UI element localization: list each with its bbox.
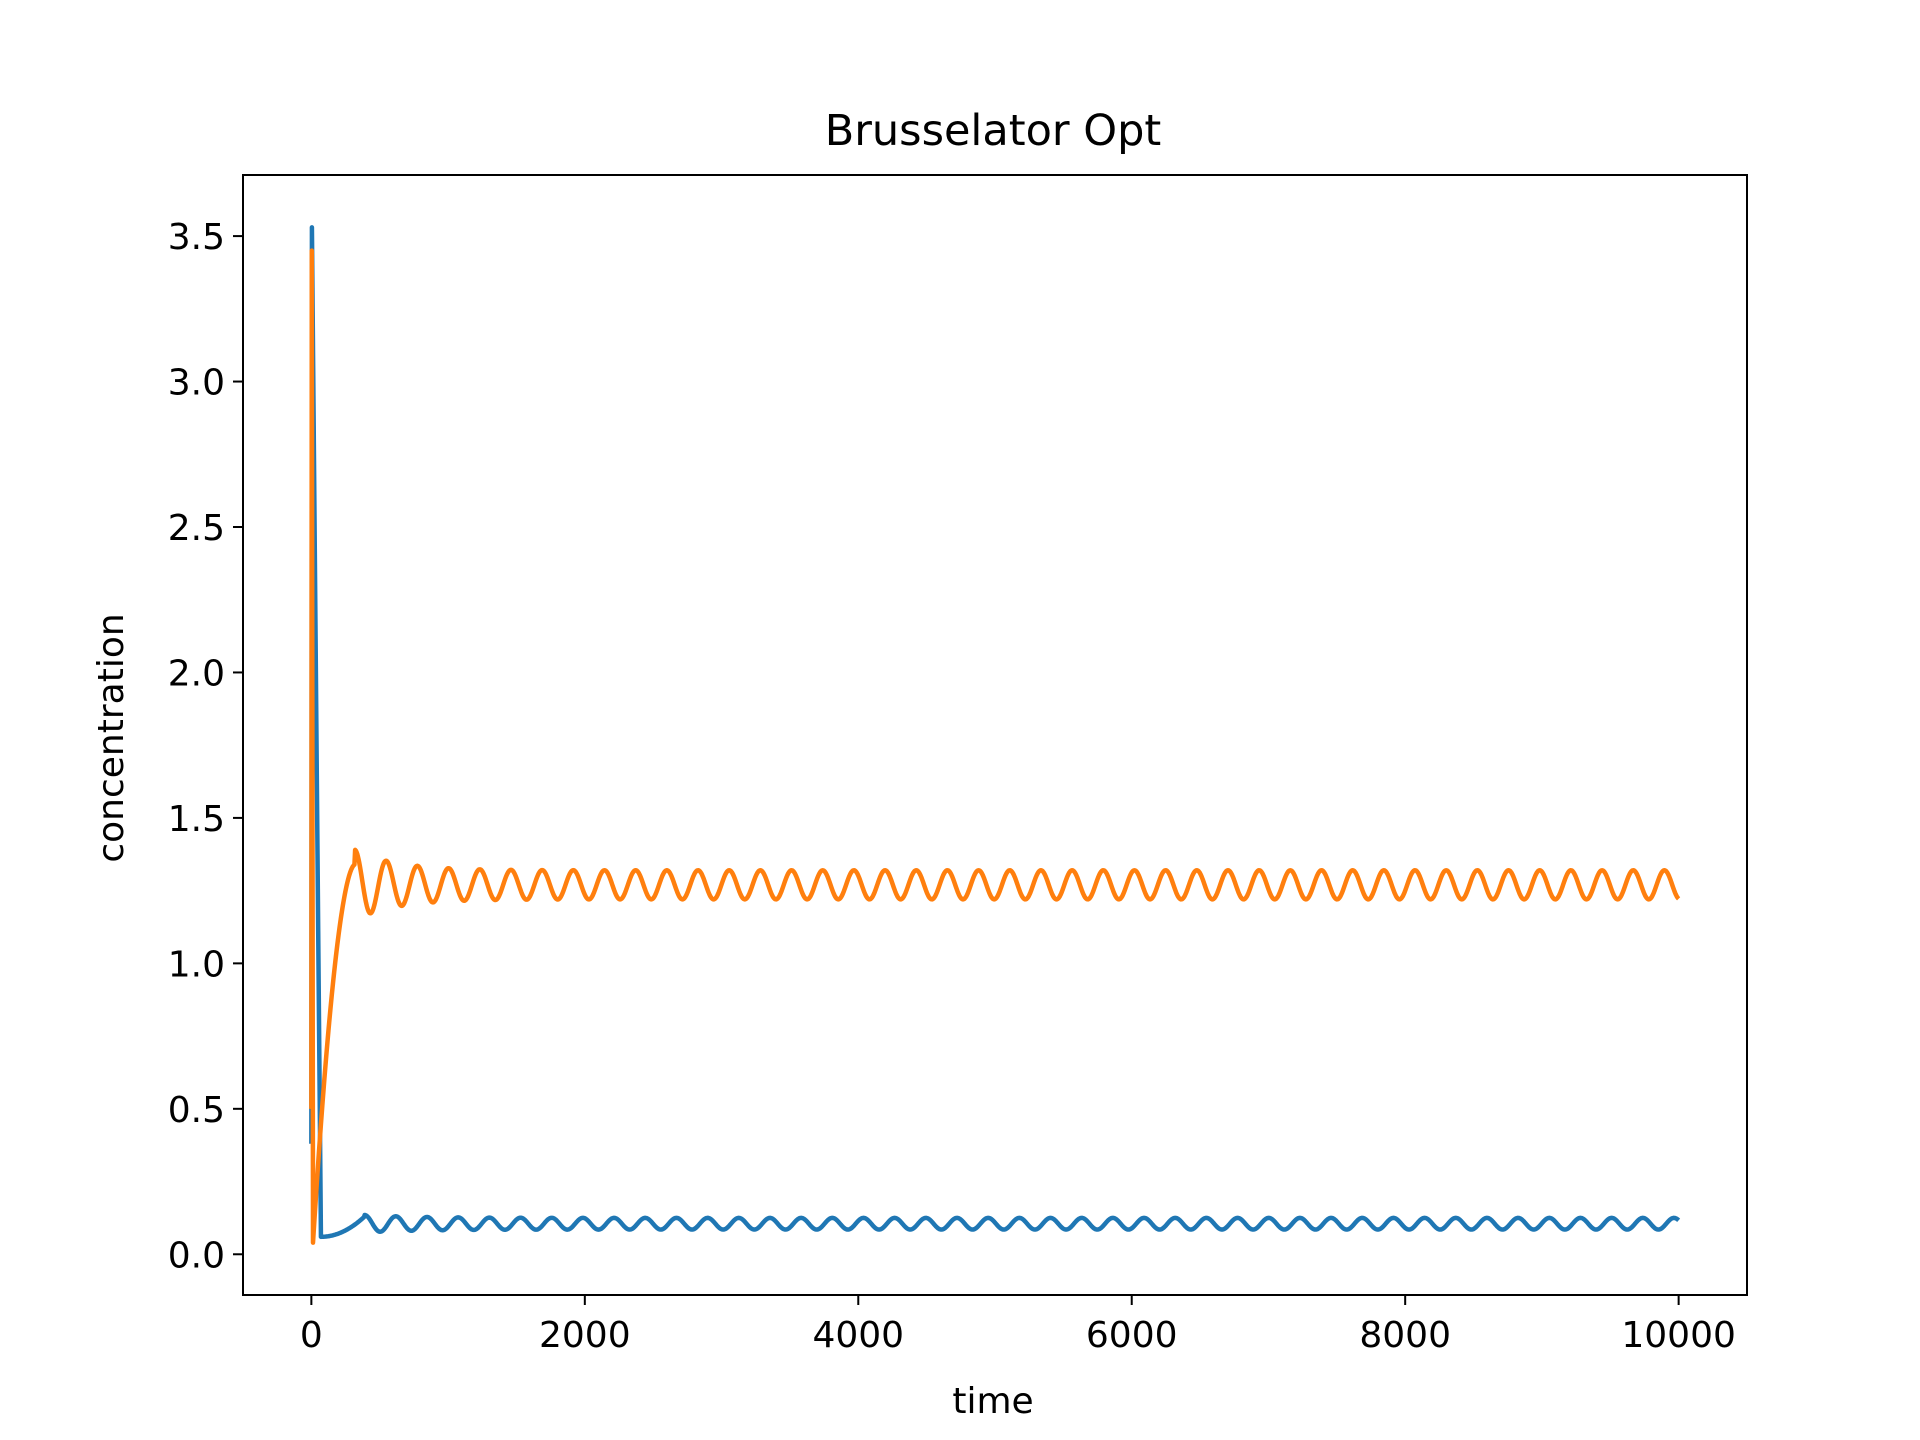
series-line-orange: [309, 248, 1681, 1245]
y-tick-label: 2.5: [168, 508, 225, 549]
plot-lines: [309, 225, 1681, 1245]
y-axis: 0.0 0.5 1.0 1.5 2.0 2.5 3.0 3.5: [168, 217, 243, 1276]
y-tick-label: 0.0: [168, 1235, 225, 1276]
plot-frame: [242, 174, 1748, 1296]
y-tick-label: 3.5: [168, 217, 225, 258]
chart-title: Brusselator Opt: [825, 106, 1162, 156]
y-tick-label: 3.0: [168, 363, 225, 404]
y-tick-label: 2.0: [168, 653, 225, 694]
x-tick-label: 6000: [1086, 1315, 1178, 1356]
x-tick-label: 4000: [812, 1315, 904, 1356]
y-tick-label: 0.5: [168, 1090, 225, 1131]
y-tick-label: 1.0: [168, 944, 225, 985]
series-line-blue: [309, 225, 1681, 1240]
y-axis-label: concentration: [91, 613, 132, 862]
x-tick-label: 0: [300, 1315, 323, 1356]
x-tick-label: 8000: [1359, 1315, 1451, 1356]
x-axis: 0 2000 4000 6000 8000 10000: [300, 1295, 1736, 1356]
y-tick-label: 1.5: [168, 799, 225, 840]
x-axis-label: time: [952, 1381, 1033, 1422]
x-tick-label: 2000: [539, 1315, 631, 1356]
x-tick-label: 10000: [1621, 1315, 1736, 1356]
